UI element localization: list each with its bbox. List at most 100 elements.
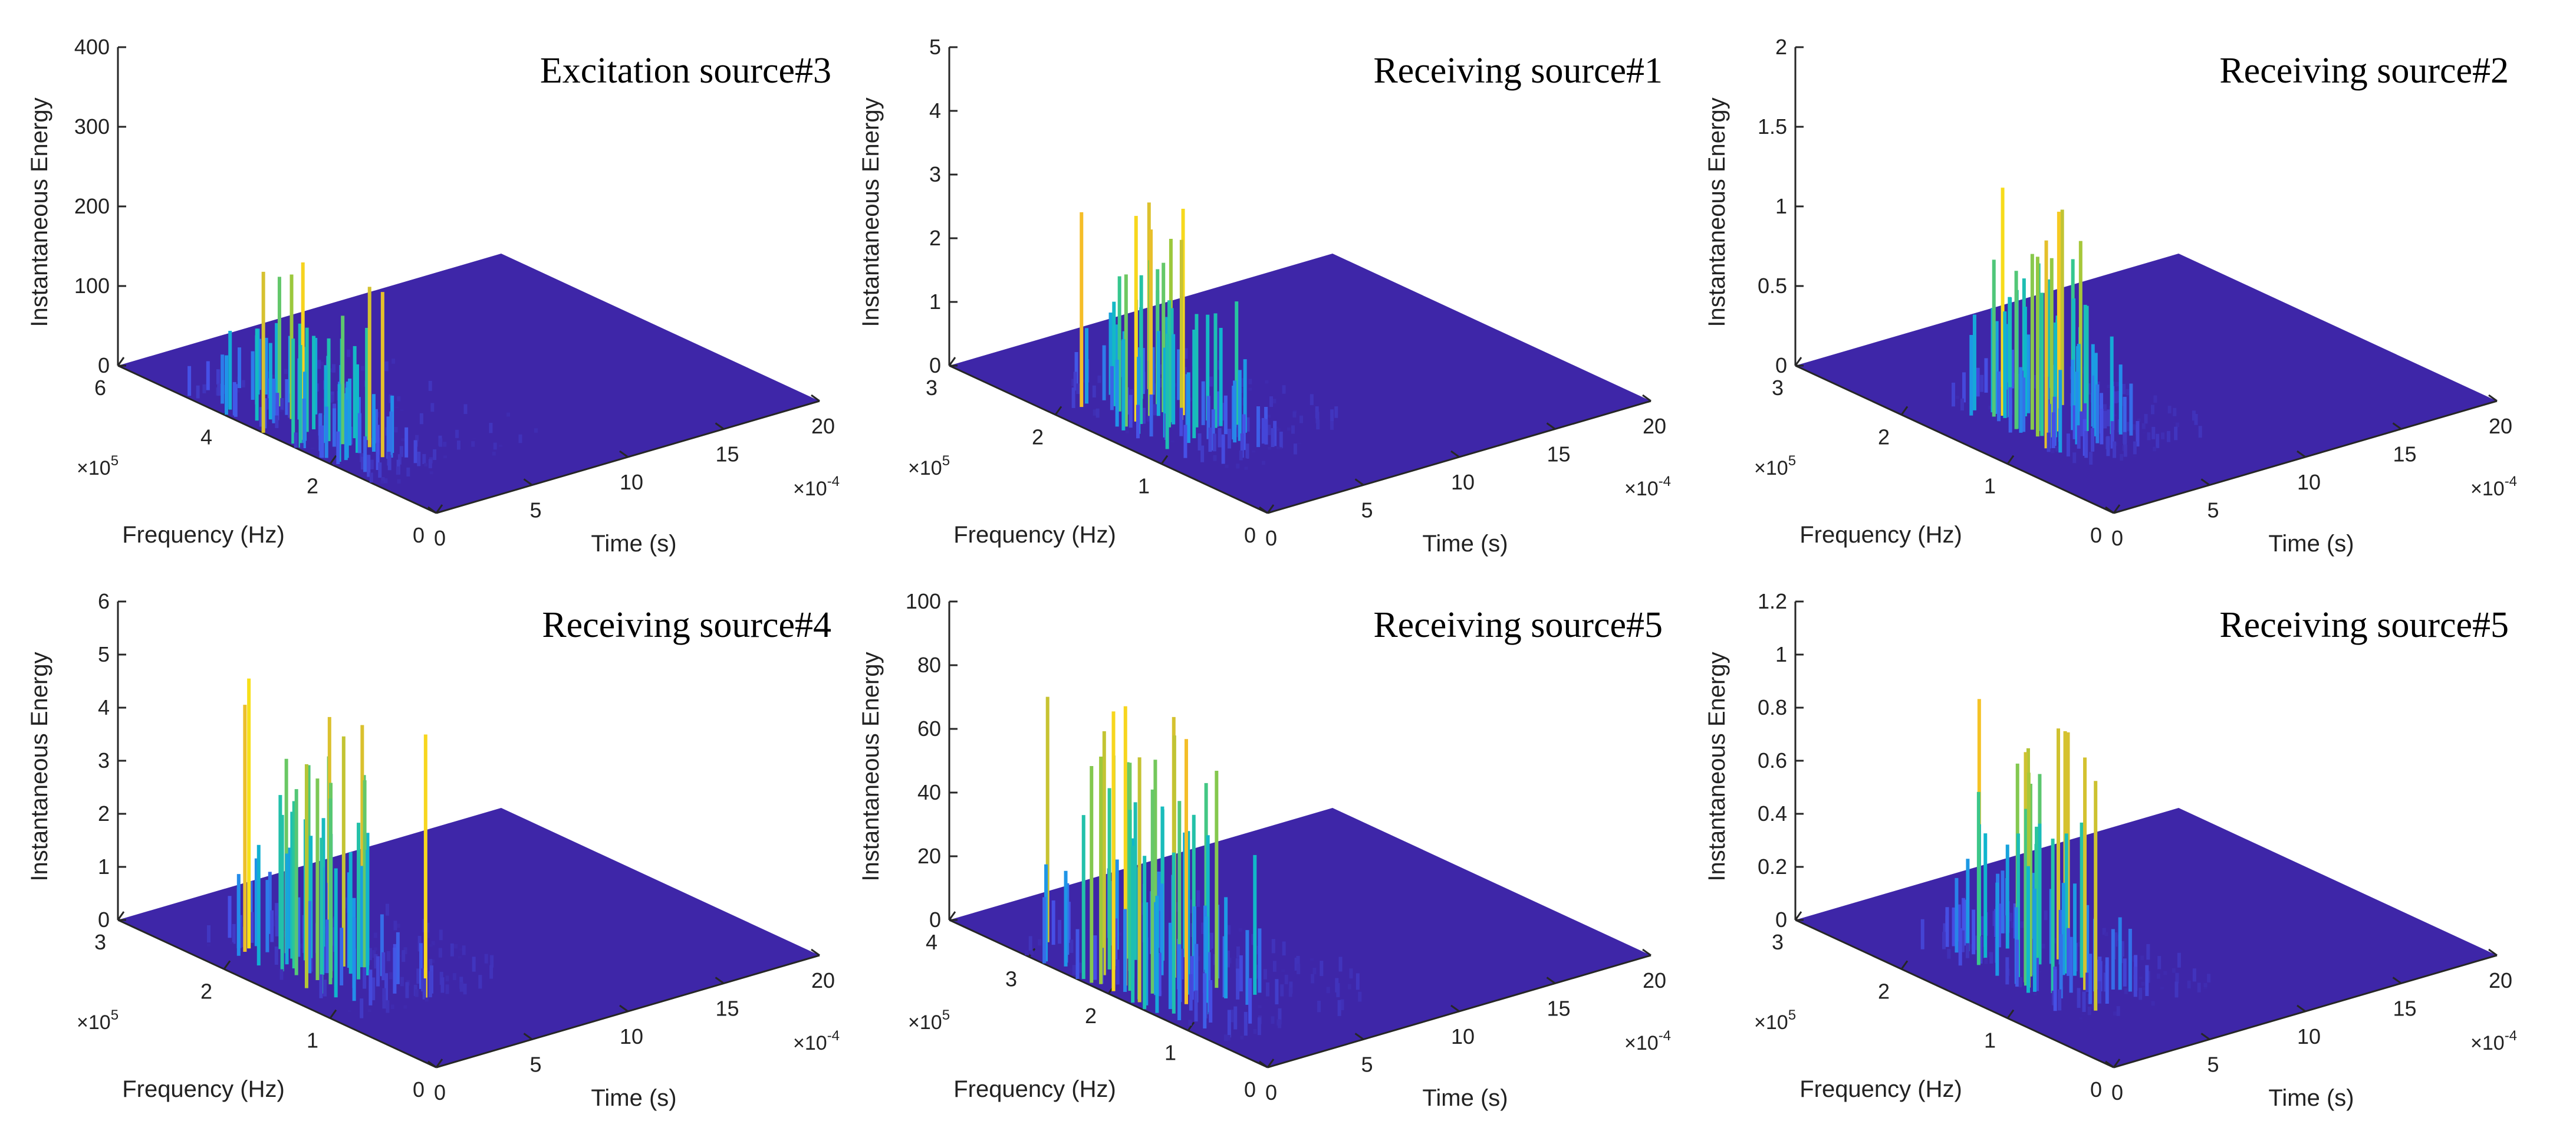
frequency-multiplier: ×105 [1754, 1007, 1796, 1034]
time-tick-mark [1546, 977, 1556, 984]
time-tick-label: 10 [1451, 1024, 1475, 1049]
frequency-tick-mark [1266, 504, 1275, 514]
time-tick-mark [2105, 506, 2114, 514]
frequency-tick-label: 2 [1878, 979, 1890, 1003]
z-tick-label: 100 [74, 274, 110, 298]
time-tick-label: 15 [715, 442, 739, 466]
time-axis-label: Time (s) [2268, 531, 2354, 557]
frequency-axis-label: Frequency (Hz) [122, 522, 285, 548]
time-tick-label: 0 [1265, 526, 1277, 550]
z-tick-label: 0.4 [1758, 801, 1787, 826]
z-tick-label: 200 [74, 194, 110, 218]
frequency-tick-label: 3 [926, 376, 937, 400]
time-tick-mark [427, 506, 437, 514]
z-tick-label: 60 [917, 717, 941, 741]
surface-floor [1795, 254, 2497, 513]
chart-panel-6: 0 0.2 0.4 0.6 0.8 1 1.2 Instantaneous Energy 0 1 2… [1704, 589, 2517, 1111]
z-tick-label: 1 [1775, 194, 1787, 218]
time-tick-label: 0 [434, 526, 446, 550]
z-axis-label: Instantaneous Energy [27, 97, 52, 327]
time-axis-label: Time (s) [1422, 531, 1508, 557]
time-tick-label: 20 [811, 414, 835, 438]
time-tick-mark [811, 394, 820, 402]
time-multiplier: ×10-4 [1624, 474, 1671, 500]
z-tick-label: 0.2 [1758, 854, 1787, 879]
time-tick-mark [715, 422, 725, 430]
frequency-tick-label: 1 [307, 1028, 318, 1053]
time-tick-label: 10 [620, 1024, 643, 1049]
z-tick-label: 80 [917, 653, 941, 677]
frequency-tick-mark [1187, 1021, 1195, 1031]
frequency-multiplier: ×105 [77, 453, 119, 479]
frequency-tick-mark [2113, 1059, 2121, 1068]
z-tick-label: 1 [1775, 642, 1787, 666]
time-tick-label: 15 [2393, 997, 2416, 1021]
panel-title: Receiving source#1 [1373, 51, 1663, 91]
frequency-tick-mark [948, 357, 956, 366]
time-tick-mark [1259, 1060, 1268, 1069]
frequency-tick-label: 6 [94, 376, 106, 400]
z-axis-label: Instantaneous Energy [1704, 97, 1730, 327]
time-tick-label: 15 [2393, 442, 2416, 466]
surface-floor [949, 254, 1651, 513]
chart-panel-3: 0 0.5 1 1.5 2 Instantaneous Energy 0 1 2 3 ×105 Fre… [1704, 35, 2517, 557]
time-tick-mark [2392, 977, 2402, 984]
time-tick-label: 15 [1547, 442, 1570, 466]
frequency-tick-label: 3 [1772, 376, 1784, 400]
z-tick-label: 300 [74, 114, 110, 139]
time-tick-mark [811, 948, 820, 957]
z-axis-label: Instantaneous Energy [27, 652, 52, 881]
z-tick-label: 0 [929, 908, 941, 932]
time-tick-mark [2297, 1004, 2306, 1013]
z-tick-label: 0 [98, 353, 110, 377]
frequency-tick-label: 2 [1085, 1004, 1097, 1028]
time-tick-mark [2200, 1033, 2210, 1040]
panel-title: Receiving source#4 [542, 605, 831, 645]
frequency-tick-mark [2113, 504, 2121, 514]
frequency-tick-label: 0 [413, 1077, 425, 1102]
time-tick-mark [619, 1004, 629, 1013]
frequency-tick-label: 0 [1244, 523, 1256, 547]
time-tick-label: 10 [1451, 470, 1475, 494]
surface-floor [118, 808, 820, 1067]
z-tick-label: 1.5 [1758, 114, 1787, 139]
time-tick-mark [1642, 948, 1651, 957]
frequency-axis-line [117, 919, 437, 1069]
frequency-tick-mark [223, 960, 231, 970]
frequency-tick-mark [1054, 406, 1062, 416]
z-tick-label: 5 [929, 35, 941, 59]
z-tick-label: 40 [917, 780, 941, 804]
frequency-tick-label: 2 [200, 979, 212, 1003]
z-tick-label: 3 [929, 162, 941, 186]
frequency-tick-label: 4 [926, 930, 937, 954]
frequency-tick-label: 4 [200, 425, 212, 449]
z-tick-label: 1.2 [1758, 589, 1787, 613]
surface-floor [1795, 808, 2497, 1067]
frequency-tick-mark [1160, 455, 1169, 465]
frequency-tick-label: 0 [1244, 1077, 1256, 1102]
time-tick-label: 0 [434, 1080, 446, 1105]
frequency-tick-label: 0 [413, 523, 425, 547]
panel-title: Receiving source#5 [2219, 605, 2509, 645]
time-tick-mark [2297, 450, 2306, 458]
time-tick-label: 10 [620, 470, 643, 494]
frequency-tick-label: 0 [2090, 523, 2102, 547]
panel-title: Receiving source#2 [2219, 51, 2509, 91]
time-tick-label: 0 [2111, 526, 2123, 550]
time-tick-mark [1450, 450, 1460, 458]
time-tick-mark [1642, 394, 1651, 402]
frequency-tick-label: 1 [1984, 1028, 1996, 1053]
time-tick-label: 0 [2111, 1080, 2123, 1105]
z-tick-label: 0.5 [1758, 274, 1787, 298]
z-tick-label: 2 [929, 226, 941, 250]
z-tick-label: 0.8 [1758, 695, 1787, 719]
frequency-tick-mark [329, 1009, 337, 1019]
z-tick-label: 4 [98, 695, 110, 719]
frequency-tick-label: 1 [1164, 1041, 1176, 1065]
time-multiplier: ×10-4 [1624, 1028, 1671, 1054]
z-axis-label: Instantaneous Energy [858, 652, 884, 881]
time-axis-label: Time (s) [2268, 1085, 2354, 1111]
time-tick-label: 20 [1643, 968, 1666, 992]
